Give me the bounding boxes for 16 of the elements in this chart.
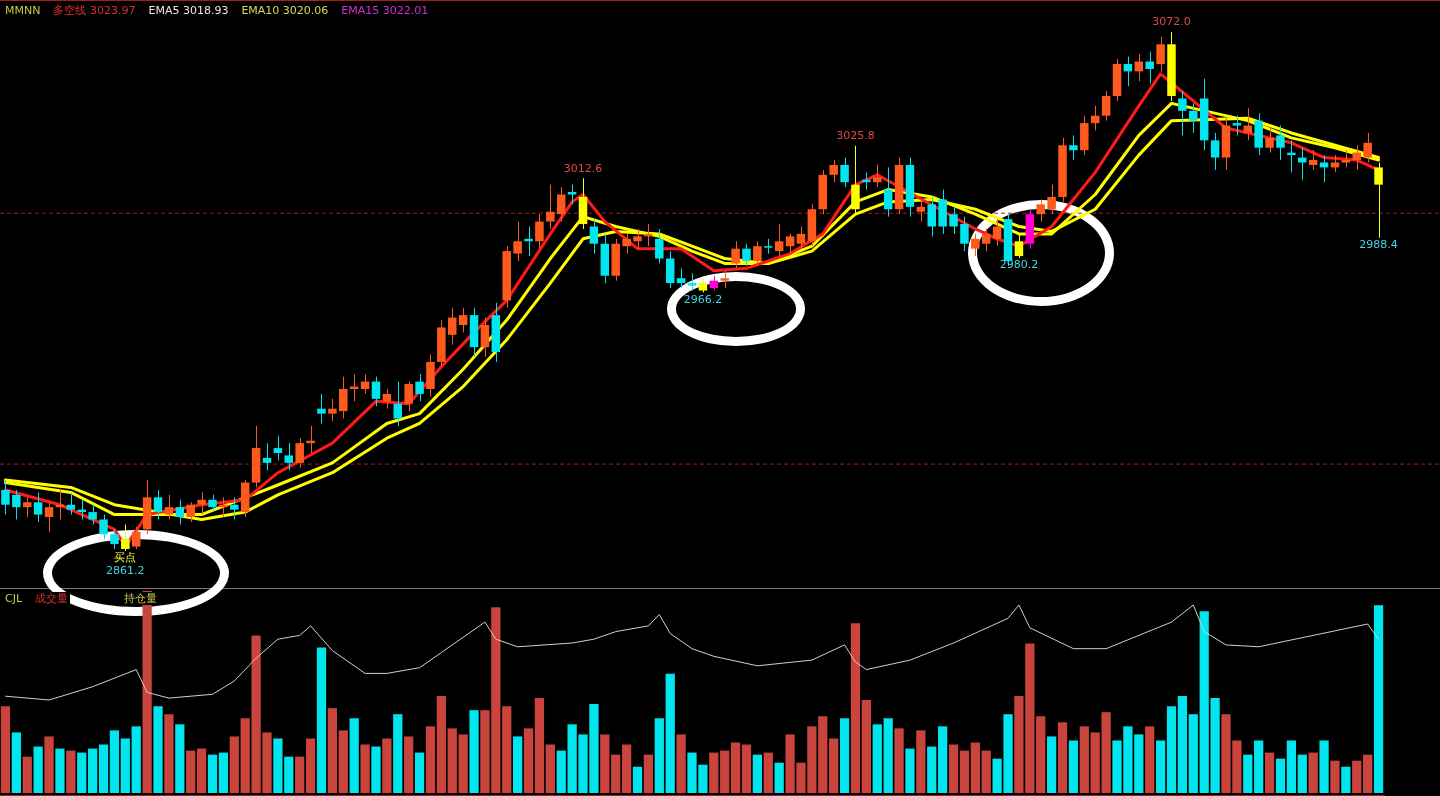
text: EMA10 3020.06 bbox=[239, 4, 331, 17]
text: 多空线 3023.97 bbox=[51, 4, 138, 17]
annotation: CJL bbox=[3, 592, 25, 605]
annotation: 3012.6 bbox=[563, 161, 603, 175]
annotation: 买点 bbox=[114, 551, 137, 565]
annotation: 3025.8 bbox=[836, 129, 875, 143]
annotation: 2980.2 bbox=[999, 258, 1039, 272]
annotation: 成交量 bbox=[33, 592, 71, 605]
annotation: 持仓量 bbox=[122, 592, 159, 605]
annotation: 3072.0 bbox=[1152, 15, 1191, 29]
annotation: 2966.2 bbox=[683, 292, 723, 306]
text: EMA15 3022.01 bbox=[339, 4, 431, 17]
annotation: 2988.4 bbox=[1359, 238, 1398, 252]
text: EMA5 3018.93 bbox=[146, 4, 231, 17]
text: MMNN bbox=[3, 4, 43, 17]
annotation: 2861.2 bbox=[106, 564, 145, 578]
